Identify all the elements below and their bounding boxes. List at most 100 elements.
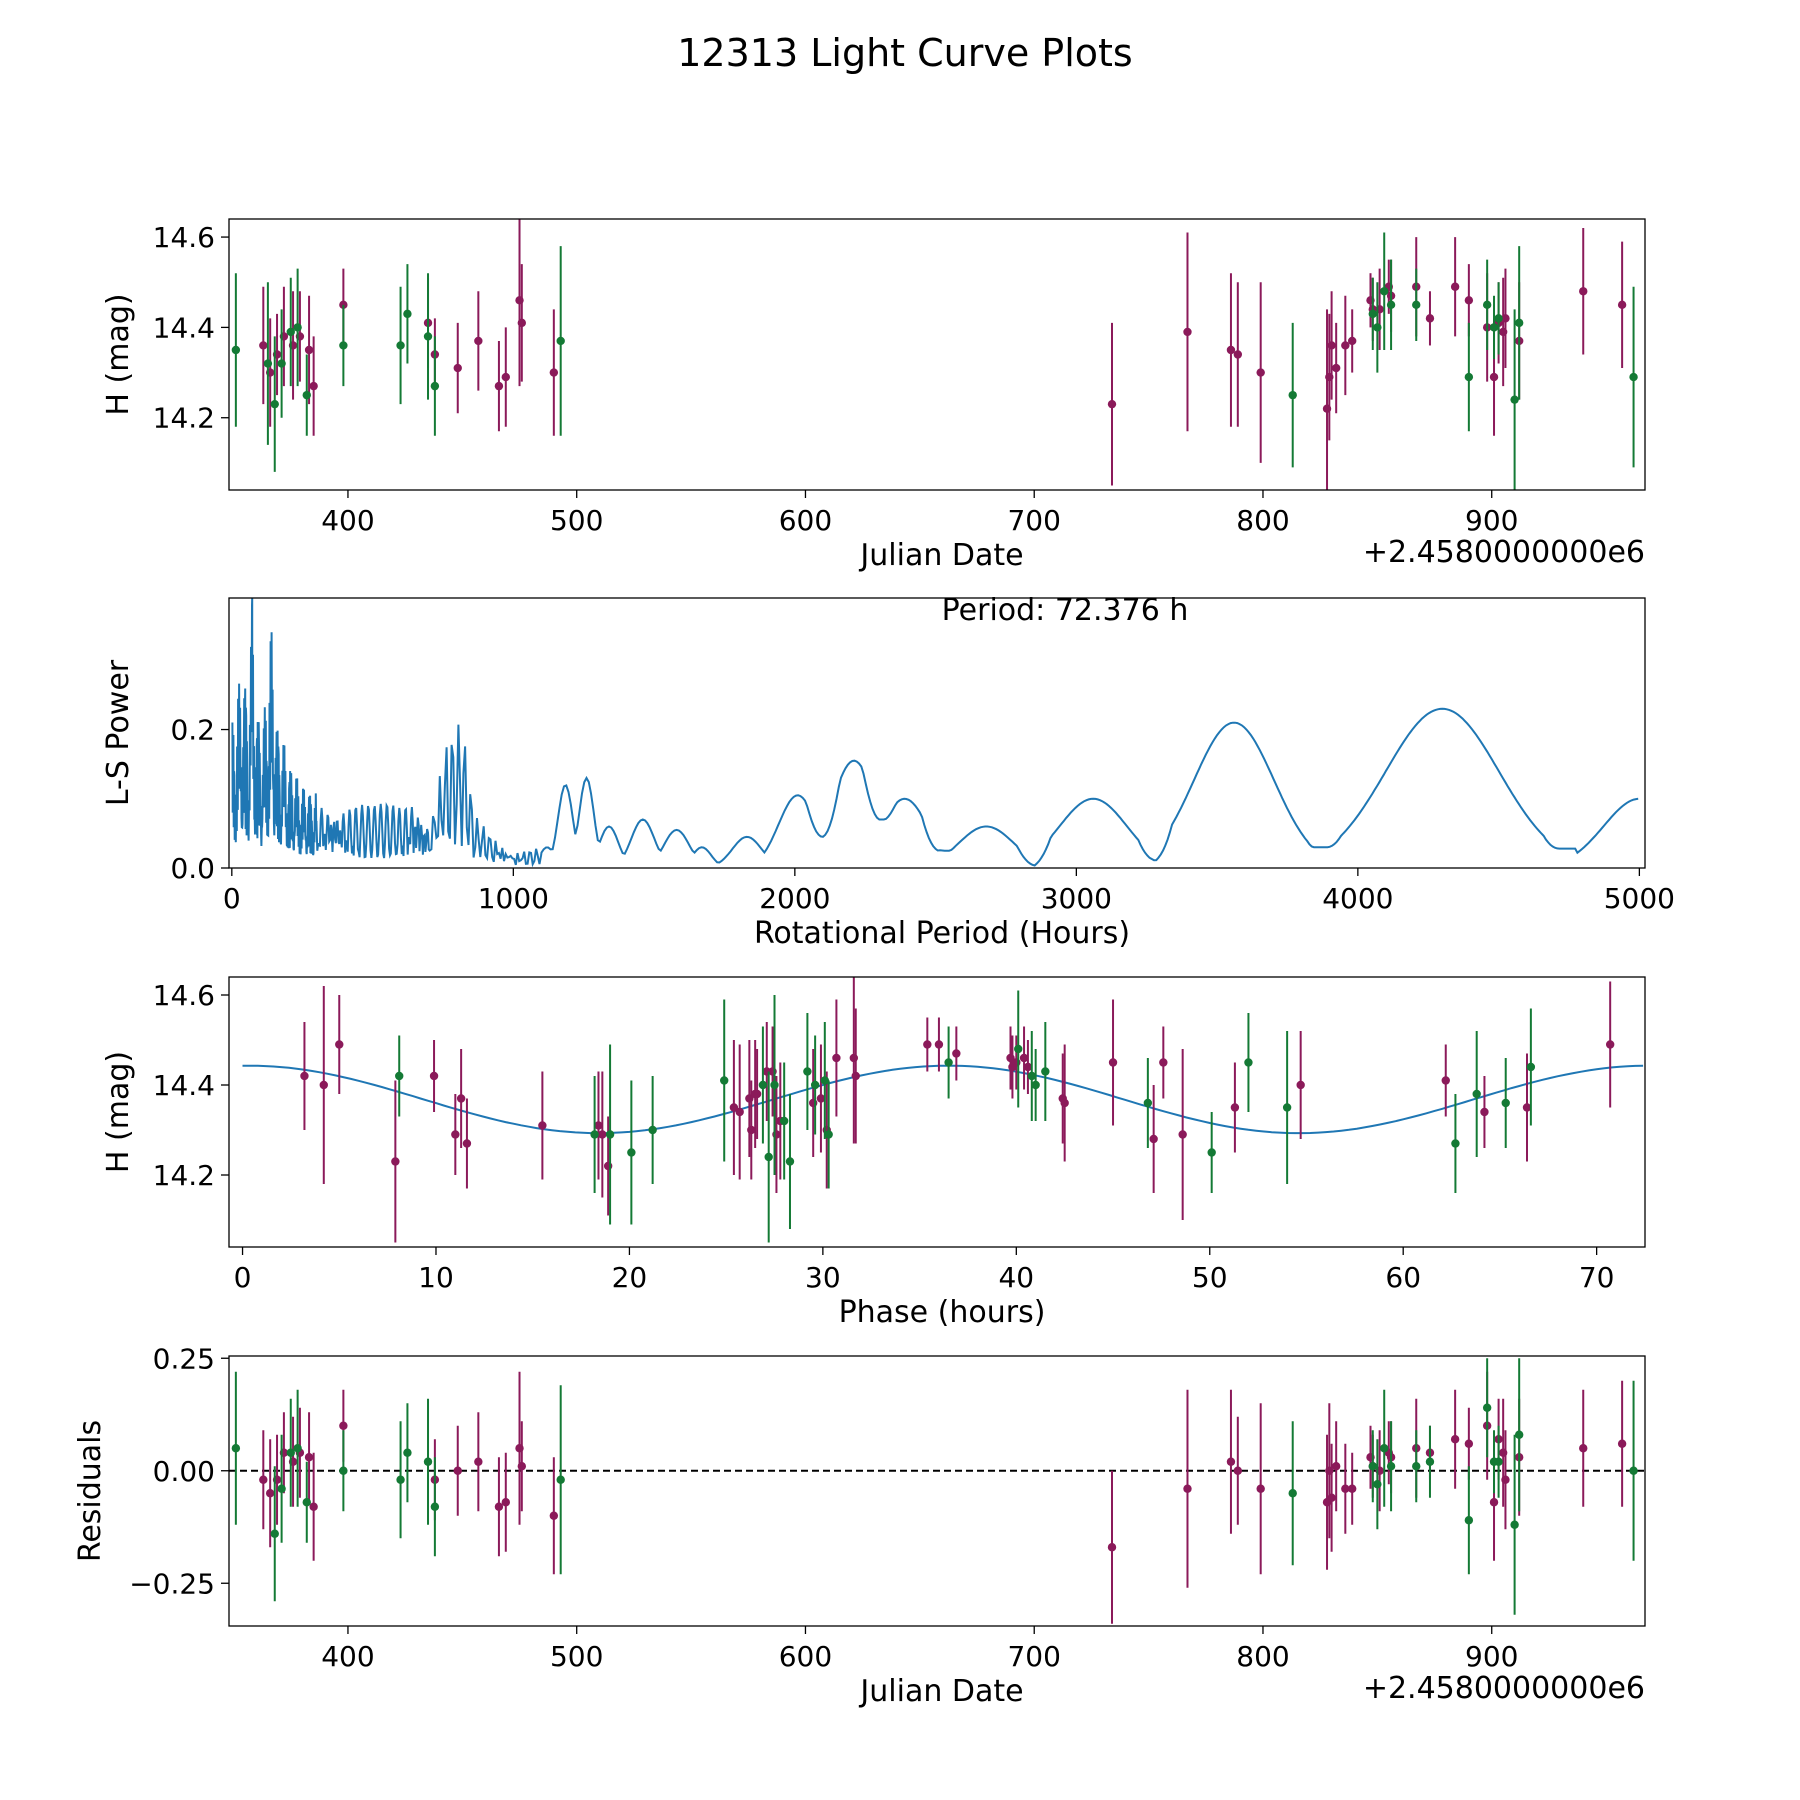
data-point xyxy=(1288,1489,1297,1498)
data-point xyxy=(1489,372,1499,382)
data-point xyxy=(1482,300,1492,310)
data-point xyxy=(810,1080,820,1090)
y-tick-label: 0.00 xyxy=(153,1455,215,1488)
data-point xyxy=(517,318,527,328)
plot-frame xyxy=(228,1355,1646,1627)
data-layer xyxy=(300,977,1615,1243)
y-tick-label: 14.2 xyxy=(153,402,215,435)
data-point xyxy=(824,1130,833,1139)
data-point xyxy=(1629,1466,1638,1475)
data-point xyxy=(1288,390,1297,400)
data-layer xyxy=(231,1358,1638,1624)
x-tick-label: 700 xyxy=(1007,504,1060,537)
x-tick-label: 800 xyxy=(1236,504,1289,537)
x-tick-label: 10 xyxy=(418,1261,454,1294)
x-tick-label: 30 xyxy=(805,1261,841,1294)
data-point xyxy=(1464,1516,1474,1525)
data-point xyxy=(1450,282,1460,291)
data-point xyxy=(302,1498,311,1507)
data-point xyxy=(923,1040,932,1049)
data-point xyxy=(1233,350,1243,359)
data-point xyxy=(259,341,268,350)
data-point xyxy=(1472,1089,1481,1099)
x-axis-label: Rotational Period (Hours) xyxy=(754,916,1130,951)
data-point xyxy=(335,1040,344,1049)
data-point xyxy=(747,1125,756,1135)
data-point xyxy=(1386,300,1396,310)
data-point xyxy=(735,1107,744,1117)
data-point xyxy=(770,1080,779,1090)
data-point xyxy=(1579,287,1588,296)
data-point xyxy=(934,1040,944,1049)
data-point xyxy=(430,381,440,391)
data-point xyxy=(1425,314,1435,323)
data-point xyxy=(231,1444,241,1453)
x-axis-label: Phase (hours) xyxy=(839,1295,1046,1330)
data-point xyxy=(590,1130,599,1139)
y-axis-label: H (mag) xyxy=(101,293,136,415)
data-layer xyxy=(231,219,1638,490)
data-point xyxy=(1060,1098,1069,1108)
data-point xyxy=(1514,318,1524,328)
phase-folded-panel: 0 10 20 30 40 50 60 70 14.2 14.4 14.6 Phase (hours)… xyxy=(101,976,1646,1330)
data-point xyxy=(752,1089,762,1099)
data-point xyxy=(549,1511,559,1520)
data-point xyxy=(1373,323,1382,332)
data-point xyxy=(1412,300,1421,310)
y-tick-label: 14.6 xyxy=(153,221,215,254)
plot-frame xyxy=(228,976,1646,1248)
plot-frame xyxy=(228,218,1646,491)
x-tick-label: 70 xyxy=(1579,1261,1615,1294)
data-point xyxy=(1183,1484,1192,1493)
data-point xyxy=(808,1098,818,1108)
data-point xyxy=(1226,345,1236,355)
data-point xyxy=(1451,1139,1460,1148)
data-point xyxy=(300,1071,309,1081)
data-point xyxy=(1331,363,1341,373)
data-point xyxy=(1464,296,1474,305)
data-point xyxy=(423,1457,433,1466)
data-point xyxy=(803,1067,812,1076)
data-point xyxy=(1244,1058,1253,1067)
data-point xyxy=(1489,1498,1499,1507)
residuals-panel: 400 500 600 700 800 900 −0.25 0.00 0.25 Julian Da… xyxy=(73,1342,1646,1709)
data-point xyxy=(1012,1058,1021,1067)
data-point xyxy=(851,1071,860,1081)
data-point xyxy=(277,359,286,368)
y-tick-label: 0.2 xyxy=(170,714,215,747)
data-point xyxy=(1327,1493,1336,1502)
y-tick-label: 0.25 xyxy=(153,1342,215,1375)
data-point xyxy=(304,1453,314,1462)
data-point xyxy=(603,1161,613,1171)
plot-frame xyxy=(228,597,1646,869)
data-point xyxy=(501,1498,510,1507)
data-point xyxy=(259,1475,268,1484)
data-point xyxy=(1282,1103,1292,1112)
data-point xyxy=(1256,368,1265,377)
data-point xyxy=(1617,300,1627,310)
data-point xyxy=(1296,1080,1305,1090)
data-point xyxy=(1480,1107,1489,1117)
x-tick-label: 0 xyxy=(223,882,241,915)
data-point xyxy=(598,1130,607,1139)
x-axis-label: Julian Date xyxy=(858,538,1023,573)
data-point xyxy=(1579,1444,1588,1453)
x-tick-label: 500 xyxy=(550,504,603,537)
data-point xyxy=(648,1125,657,1135)
data-point xyxy=(1501,1098,1510,1108)
x-tick-label: 900 xyxy=(1465,504,1518,537)
y-tick-label: 14.6 xyxy=(153,979,215,1012)
data-point xyxy=(265,1489,275,1498)
data-point xyxy=(1149,1134,1158,1144)
data-point xyxy=(277,1484,286,1493)
data-point xyxy=(1441,1076,1450,1085)
data-point xyxy=(1183,327,1192,337)
data-point xyxy=(538,1121,547,1130)
data-point xyxy=(391,1157,400,1166)
data-point xyxy=(309,1502,318,1511)
x-offset-label: +2.4580000000e6 xyxy=(1363,535,1645,570)
data-point xyxy=(396,341,405,350)
data-point xyxy=(729,1103,739,1112)
data-point xyxy=(430,1502,440,1511)
data-point xyxy=(286,1448,295,1457)
